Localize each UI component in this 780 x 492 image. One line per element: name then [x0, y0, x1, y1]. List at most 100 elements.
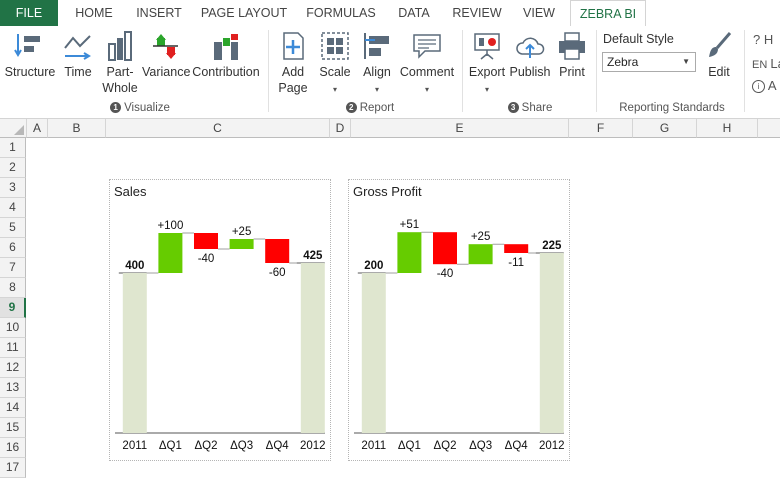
publish-button[interactable]: Publish: [508, 30, 552, 80]
structure-label: Structure: [4, 65, 56, 79]
column-header-d[interactable]: D: [330, 119, 351, 138]
worksheet-grid[interactable]: A B C D E F G H 1 2 3 4 5 6 7 8 9 10 11 12 13 14 15 16 1…: [0, 119, 780, 492]
row-header[interactable]: 11: [0, 338, 26, 358]
column-header-h[interactable]: H: [697, 119, 758, 138]
style-select-value: Zebra: [607, 55, 639, 69]
row-header[interactable]: 13: [0, 378, 26, 398]
waterfall-bar-2012: [539, 253, 564, 433]
row-header[interactable]: 2: [0, 158, 26, 178]
about-button[interactable]: i A: [752, 78, 777, 93]
category-label: 2012: [539, 440, 565, 452]
column-header-f[interactable]: F: [569, 119, 633, 138]
tab-review[interactable]: REVIEW: [452, 6, 502, 20]
category-label: ΔQ3: [230, 440, 253, 452]
export-button[interactable]: Export ▾: [466, 30, 508, 98]
row-header[interactable]: 7: [0, 258, 26, 278]
style-select[interactable]: Zebra ▼: [602, 52, 696, 72]
comment-label: Comment: [399, 65, 455, 79]
help-button[interactable]: ? H: [753, 32, 773, 47]
export-icon: [474, 33, 500, 60]
row-header[interactable]: 4: [0, 198, 26, 218]
variance-button[interactable]: Variance: [142, 30, 190, 80]
time-label: Time: [64, 65, 92, 79]
part-whole-label-2: Whole: [102, 81, 138, 95]
help-icon: ?: [753, 32, 761, 47]
ribbon-separator: [596, 30, 597, 112]
language-label: La: [770, 56, 780, 71]
tab-view[interactable]: VIEW: [523, 6, 555, 20]
data-label: -40: [198, 253, 215, 265]
group-number: 2: [345, 102, 357, 113]
tab-zebra-bi[interactable]: ZEBRA BI: [570, 0, 646, 27]
sales-waterfall-chart[interactable]: Sales 400 2011 +100 ΔQ1 -40 ΔQ2 +25 ΔQ3 -60 ΔQ4 42…: [109, 179, 331, 461]
category-label: ΔQ1: [398, 440, 421, 452]
chart-title: Sales: [114, 184, 147, 199]
add-page-button[interactable]: Add Page: [274, 30, 312, 96]
category-label: ΔQ4: [266, 440, 290, 452]
edit-button[interactable]: Edit: [700, 30, 738, 80]
chevron-down-icon: ▼: [682, 57, 690, 66]
tab-data[interactable]: DATA: [398, 6, 430, 20]
waterfall-bar-ΔQ3: [468, 244, 493, 265]
align-button[interactable]: Align ▾: [358, 30, 396, 98]
data-label: +25: [232, 226, 252, 238]
row-header[interactable]: 12: [0, 358, 26, 378]
comment-dropdown-icon: ▾: [424, 85, 429, 94]
add-page-label-1: Add: [281, 65, 305, 79]
row-header[interactable]: 8: [0, 278, 26, 298]
column-header-c[interactable]: C: [106, 119, 330, 138]
group-name: Report: [359, 102, 395, 114]
tab-page-layout[interactable]: PAGE LAYOUT: [200, 6, 288, 20]
select-all-corner[interactable]: [0, 119, 27, 138]
category-label: ΔQ2: [194, 440, 217, 452]
info-icon: i: [752, 80, 765, 93]
row-header[interactable]: 10: [0, 318, 26, 338]
column-header-g[interactable]: G: [633, 119, 697, 138]
data-label: 425: [303, 250, 323, 262]
scale-button[interactable]: Scale ▾: [316, 30, 354, 98]
tab-insert[interactable]: INSERT: [136, 6, 182, 20]
language-button[interactable]: EN La: [752, 56, 780, 71]
tab-file[interactable]: FILE: [0, 0, 58, 26]
comment-button[interactable]: Comment ▾: [398, 30, 456, 98]
ribbon-separator: [268, 30, 269, 112]
export-label: Export: [468, 65, 506, 79]
scale-icon: [321, 32, 349, 60]
row-header[interactable]: 1: [0, 138, 26, 158]
column-header-b[interactable]: B: [48, 119, 106, 138]
edit-label: Edit: [708, 65, 730, 79]
column-header-e[interactable]: E: [351, 119, 569, 138]
column-header-a[interactable]: A: [27, 119, 48, 138]
part-whole-button[interactable]: Part- Whole: [100, 30, 140, 96]
gross-profit-waterfall-chart[interactable]: Gross Profit 200 2011 +51 ΔQ1 -40 ΔQ2 +25 ΔQ3 -1…: [348, 179, 570, 461]
tab-home[interactable]: HOME: [75, 6, 113, 20]
category-label: ΔQ2: [433, 440, 456, 452]
row-header[interactable]: 15: [0, 418, 26, 438]
waterfall-bar-ΔQ3: [229, 239, 254, 249]
data-label: +25: [471, 231, 491, 243]
scale-dropdown-icon: ▾: [332, 85, 337, 94]
row-header[interactable]: 14: [0, 398, 26, 418]
publish-label: Publish: [509, 65, 551, 79]
part-whole-icon: [108, 31, 132, 61]
chart-svg: 400 2011 +100 ΔQ1 -40 ΔQ2 +25 ΔQ3 -60 ΔQ4 425 2012: [115, 220, 326, 452]
data-label: -40: [437, 268, 454, 280]
contribution-button[interactable]: Contribution: [190, 30, 262, 80]
row-header[interactable]: 3: [0, 178, 26, 198]
data-label: -11: [508, 257, 524, 269]
ribbon: Structure Time Part- Whole Variance Cont…: [0, 26, 780, 119]
tab-formulas[interactable]: FORMULAS: [306, 6, 376, 20]
structure-button[interactable]: Structure: [4, 30, 56, 80]
row-header[interactable]: 6: [0, 238, 26, 258]
print-button[interactable]: Print: [554, 30, 590, 80]
row-header[interactable]: 17: [0, 458, 26, 478]
paintbrush-icon: [709, 32, 732, 57]
row-header[interactable]: 5: [0, 218, 26, 238]
chart-svg: 200 2011 +51 ΔQ1 -40 ΔQ2 +25 ΔQ3 -11 ΔQ4 225 2012: [354, 219, 565, 452]
row-header[interactable]: 16: [0, 438, 26, 458]
time-button[interactable]: Time: [60, 30, 96, 80]
ribbon-separator: [744, 30, 745, 112]
row-header[interactable]: 9: [0, 298, 26, 318]
add-page-label-2: Page: [278, 81, 308, 95]
align-label: Align: [363, 65, 391, 79]
